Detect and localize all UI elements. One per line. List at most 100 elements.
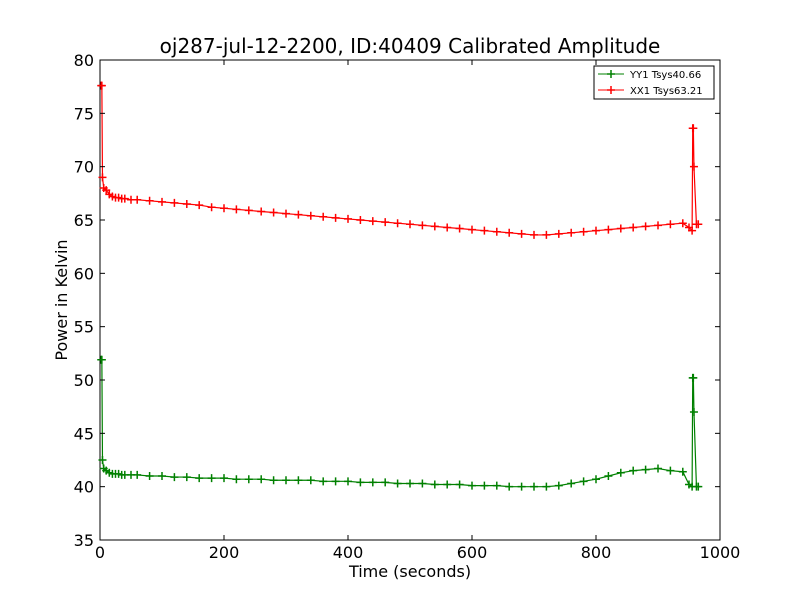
y-tick-label: 70	[74, 158, 94, 177]
data-point	[641, 222, 650, 231]
data-point	[468, 225, 476, 234]
data-point	[579, 477, 588, 486]
data-point	[406, 220, 414, 229]
data-point	[530, 230, 538, 239]
data-point	[629, 223, 638, 232]
data-point	[98, 456, 107, 464]
data-point	[97, 81, 106, 90]
legend-label-yy1: YY1 Tsys40.66	[629, 70, 701, 81]
data-point	[604, 472, 613, 480]
data-point	[430, 480, 439, 489]
data-point	[145, 472, 154, 480]
data-point	[616, 468, 625, 477]
data-point	[232, 475, 241, 484]
data-point	[133, 195, 142, 204]
data-point	[244, 475, 253, 484]
data-point	[530, 482, 538, 491]
data-point	[282, 476, 290, 485]
data-point	[381, 218, 390, 227]
data-point	[567, 479, 576, 488]
data-point	[195, 474, 204, 483]
data-point	[356, 478, 365, 487]
data-point	[344, 214, 352, 223]
data-point	[455, 480, 464, 489]
data-point	[694, 482, 703, 491]
x-tick-label: 1000	[700, 543, 741, 562]
data-point	[158, 472, 166, 480]
data-point	[133, 470, 142, 479]
data-point	[356, 216, 365, 224]
y-tick-label: 50	[74, 371, 94, 390]
y-tick-label: 40	[74, 478, 94, 497]
data-point	[381, 478, 390, 487]
data-point	[393, 479, 402, 488]
legend-marker-xx1	[607, 86, 615, 94]
legend-marker-yy1	[607, 70, 615, 78]
legend-box	[593, 65, 715, 100]
data-point	[294, 210, 303, 219]
data-point	[269, 476, 278, 485]
data-point	[282, 209, 290, 218]
data-point	[418, 221, 427, 230]
data-point	[604, 225, 613, 234]
data-point	[418, 479, 427, 488]
data-point	[689, 373, 698, 382]
data-point	[689, 162, 698, 171]
data-point	[220, 204, 228, 213]
plot-area	[99, 59, 721, 541]
x-tick-label: 0	[95, 543, 105, 562]
data-point	[517, 229, 526, 238]
y-tick-label: 75	[74, 104, 94, 123]
data-point	[468, 481, 476, 490]
data-point	[654, 464, 662, 473]
tick-layer: 0 200 400 600 800 1000 35 40 45 50 55 60 65 70 75 80	[74, 51, 741, 562]
data-point	[393, 219, 402, 228]
data-point	[443, 480, 452, 489]
data-point	[689, 408, 698, 416]
y-tick-label: 80	[74, 51, 94, 70]
data-point	[688, 226, 697, 235]
data-point	[344, 477, 352, 486]
data-point	[694, 220, 703, 229]
data-point	[654, 221, 662, 230]
data-point	[666, 466, 675, 475]
data-point	[232, 205, 241, 214]
data-point	[666, 220, 675, 229]
data-point	[629, 466, 638, 475]
data-point	[554, 229, 563, 238]
data-point	[480, 226, 489, 235]
data-point	[678, 467, 687, 476]
x-tick-label: 200	[209, 543, 240, 562]
data-point	[517, 482, 526, 491]
data-point	[158, 197, 166, 206]
y-axis-label: Power in Kelvin	[52, 239, 71, 360]
x-tick-label: 800	[581, 543, 612, 562]
data-point	[492, 227, 501, 236]
y-tick-label: 60	[74, 264, 94, 283]
chart-title: oj287-jul-12-2200, ID:40409 Calibrated A…	[160, 34, 661, 58]
data-point	[102, 186, 111, 195]
data-point	[170, 198, 179, 207]
data-point	[331, 213, 340, 222]
data-point	[98, 173, 107, 182]
data-point	[579, 227, 588, 236]
data-point	[678, 219, 687, 228]
data-point	[195, 201, 204, 210]
data-point	[207, 203, 216, 212]
data-point	[592, 226, 600, 235]
data-point	[554, 481, 563, 490]
data-point	[505, 228, 514, 237]
data-point	[97, 355, 106, 364]
data-point	[182, 200, 191, 208]
data-point	[145, 196, 154, 205]
data-point	[170, 473, 179, 482]
data-point	[294, 476, 303, 485]
data-point	[269, 208, 278, 217]
data-point	[207, 474, 216, 483]
x-axis-label: Time (seconds)	[348, 562, 471, 581]
data-point	[368, 478, 377, 487]
data-point	[257, 207, 266, 216]
data-point	[455, 224, 464, 233]
data-point	[480, 481, 489, 490]
